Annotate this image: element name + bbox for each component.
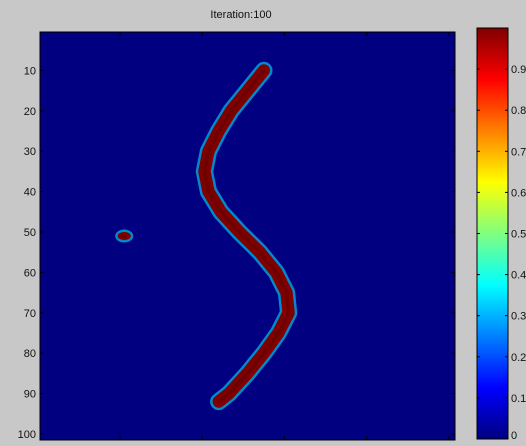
y-tick-label: 50 bbox=[24, 227, 36, 239]
colorbar-tick-label: 0.5 bbox=[511, 229, 526, 241]
y-tick-label: 20 bbox=[24, 106, 36, 118]
colorbar: 0 0.1 0.2 0.3 0.4 0.5 0.6 0.7 0.8 0.9 bbox=[476, 27, 526, 442]
colorbar-tick-label: 0.7 bbox=[511, 146, 526, 158]
y-tick-label: 40 bbox=[24, 187, 36, 199]
colorbar-tick-label: 0.8 bbox=[511, 105, 526, 117]
y-tick-label: 60 bbox=[24, 267, 36, 279]
y-tick-label: 30 bbox=[24, 146, 36, 158]
heatmap: 20406080100102030405060708090100 bbox=[18, 31, 458, 446]
dot-core bbox=[120, 234, 128, 238]
chart-title: Iteration:100 bbox=[210, 9, 271, 21]
y-tick-label: 80 bbox=[24, 348, 36, 360]
axes-frame bbox=[39, 31, 456, 441]
colorbar-tick-label: 0.3 bbox=[511, 311, 526, 323]
colorbar-tick-label: 0.6 bbox=[511, 187, 526, 199]
y-tick-label: 100 bbox=[18, 429, 36, 441]
y-tick-label: 90 bbox=[24, 389, 36, 401]
colorbar-gradient bbox=[476, 27, 509, 440]
curve-core bbox=[202, 68, 291, 404]
y-tick-label: 10 bbox=[24, 65, 36, 77]
colorbar-tick-label: 0.9 bbox=[511, 64, 526, 76]
colorbar-tick-label: 0.1 bbox=[511, 393, 526, 405]
y-tick-label: 70 bbox=[24, 308, 36, 320]
colorbar-tick-label: 0 bbox=[511, 430, 517, 442]
colorbar-tick-label: 0.2 bbox=[511, 352, 526, 364]
colorbar-tick-label: 0.4 bbox=[511, 270, 526, 282]
